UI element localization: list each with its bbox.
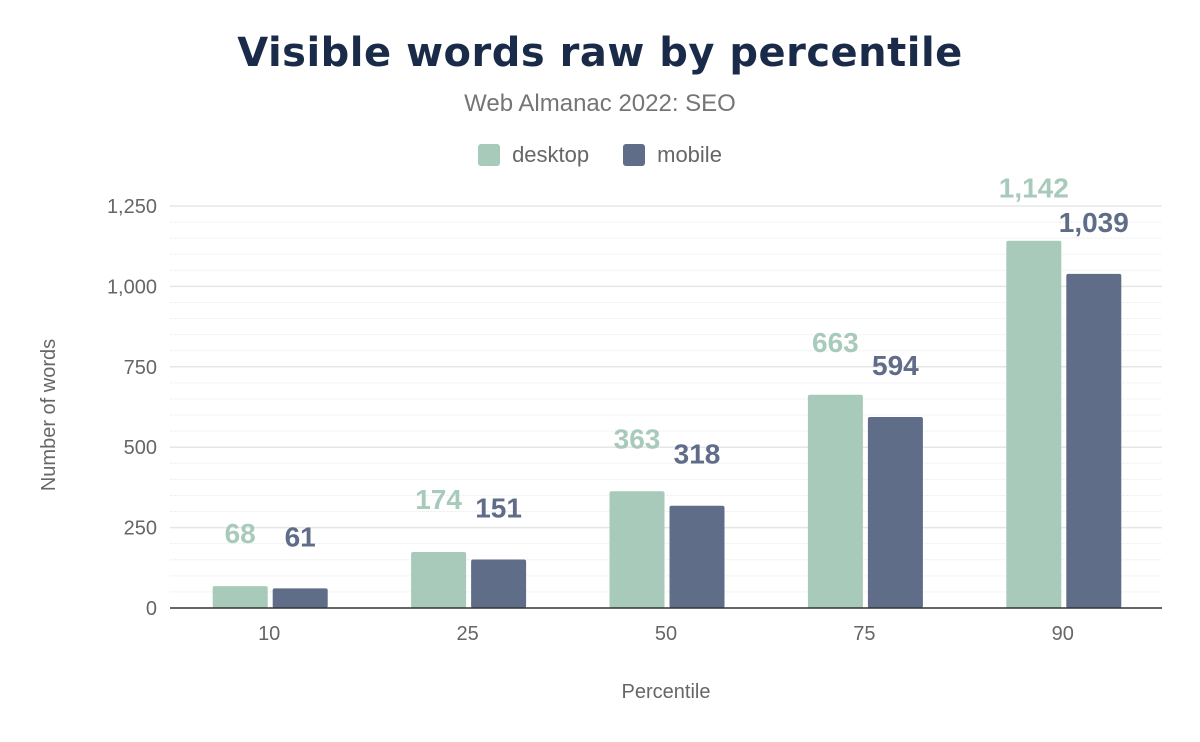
- x-axis-title: Percentile: [622, 681, 711, 703]
- bar-desktop: [212, 586, 268, 608]
- data-label-desktop: 663: [812, 327, 859, 358]
- x-tick-label: 75: [853, 623, 875, 645]
- y-tick-label: 500: [124, 437, 157, 459]
- y-tick-label: 750: [124, 357, 157, 379]
- data-label-desktop: 68: [225, 518, 256, 549]
- legend-swatch-desktop: [478, 144, 501, 166]
- legend-item-mobile[interactable]: mobile: [623, 142, 722, 168]
- bar-desktop: [807, 394, 863, 608]
- data-label-desktop: 363: [614, 423, 661, 454]
- legend-label-mobile: mobile: [657, 142, 722, 167]
- y-tick-label: 0: [146, 598, 157, 620]
- legend-item-desktop[interactable]: desktop: [478, 142, 589, 168]
- y-tick-label: 1,250: [107, 196, 157, 218]
- bar-mobile: [669, 505, 725, 608]
- bar-desktop: [1006, 240, 1062, 609]
- legend-label-desktop: desktop: [512, 142, 590, 167]
- legend: desktop mobile: [0, 142, 1200, 168]
- data-label-mobile: 151: [475, 492, 522, 523]
- legend-swatch-mobile: [623, 144, 646, 166]
- bar-mobile: [272, 588, 328, 608]
- data-label-desktop: 1,142: [999, 173, 1069, 204]
- chart-title: Visible words raw by percentile: [237, 30, 963, 76]
- chart-subtitle: Web Almanac 2022: SEO: [464, 90, 736, 117]
- x-tick-label: 50: [655, 623, 677, 645]
- bar-mobile: [1066, 273, 1122, 608]
- data-label-mobile: 594: [872, 350, 919, 381]
- bar-desktop: [609, 491, 665, 608]
- data-label-mobile: 61: [285, 521, 316, 552]
- y-axis-title: Number of words: [38, 339, 60, 491]
- bar-desktop: [411, 552, 467, 608]
- bar-mobile: [867, 416, 923, 608]
- y-tick-label: 1,000: [107, 276, 157, 298]
- x-tick-label: 90: [1052, 623, 1074, 645]
- data-label-mobile: 318: [674, 439, 721, 470]
- x-tick-label: 25: [456, 623, 478, 645]
- y-tick-label: 250: [124, 518, 157, 540]
- x-tick-label: 10: [258, 623, 280, 645]
- data-label-mobile: 1,039: [1059, 207, 1129, 238]
- bar-mobile: [471, 559, 527, 608]
- data-label-desktop: 174: [415, 484, 462, 515]
